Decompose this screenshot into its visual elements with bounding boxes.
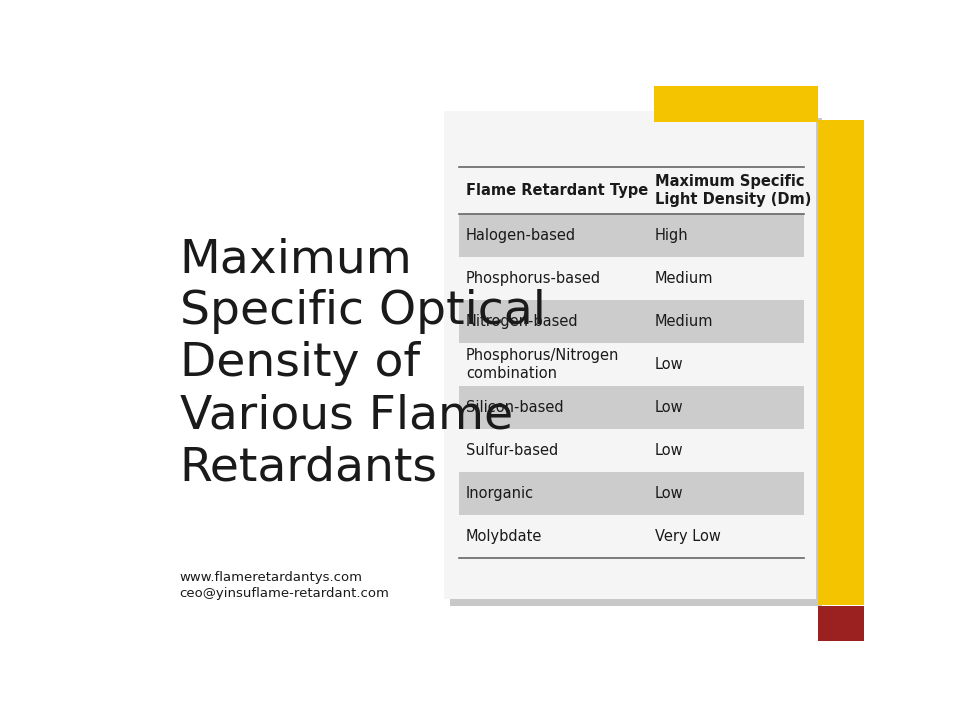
Text: Low: Low bbox=[655, 357, 684, 372]
Text: Halogen-based: Halogen-based bbox=[466, 228, 576, 243]
Text: Low: Low bbox=[655, 486, 684, 500]
Text: ceo@yinsuflame-retardant.com: ceo@yinsuflame-retardant.com bbox=[180, 588, 390, 600]
Text: Medium: Medium bbox=[655, 271, 713, 286]
Bar bbox=[459, 472, 804, 515]
Text: www.flameretardantys.com: www.flameretardantys.com bbox=[180, 570, 363, 583]
Bar bbox=[459, 214, 804, 257]
Bar bbox=[449, 118, 822, 606]
Text: Medium: Medium bbox=[655, 314, 713, 329]
Text: Low: Low bbox=[655, 400, 684, 415]
Bar bbox=[444, 112, 816, 599]
Bar bbox=[654, 86, 818, 122]
Text: Phosphorus-based: Phosphorus-based bbox=[466, 271, 601, 286]
Text: Nitrogen-based: Nitrogen-based bbox=[466, 314, 579, 329]
Text: Low: Low bbox=[655, 443, 684, 458]
Text: Silicon-based: Silicon-based bbox=[466, 400, 564, 415]
Bar bbox=[459, 386, 804, 428]
Text: Very Low: Very Low bbox=[655, 528, 721, 544]
Text: Maximum Specific
Light Density (Dm): Maximum Specific Light Density (Dm) bbox=[655, 174, 811, 207]
Text: Sulfur-based: Sulfur-based bbox=[466, 443, 558, 458]
Bar bbox=[459, 300, 804, 343]
Bar bbox=[818, 120, 864, 605]
Text: High: High bbox=[655, 228, 688, 243]
Text: Phosphorus/Nitrogen
combination: Phosphorus/Nitrogen combination bbox=[466, 348, 619, 381]
Bar bbox=[818, 606, 864, 641]
Text: Flame Retardant Type: Flame Retardant Type bbox=[466, 183, 648, 198]
Text: Maximum
Specific Optical
Density of
Various Flame
Retardants: Maximum Specific Optical Density of Vari… bbox=[180, 237, 545, 490]
Text: Molybdate: Molybdate bbox=[466, 528, 542, 544]
Text: Inorganic: Inorganic bbox=[466, 486, 534, 500]
